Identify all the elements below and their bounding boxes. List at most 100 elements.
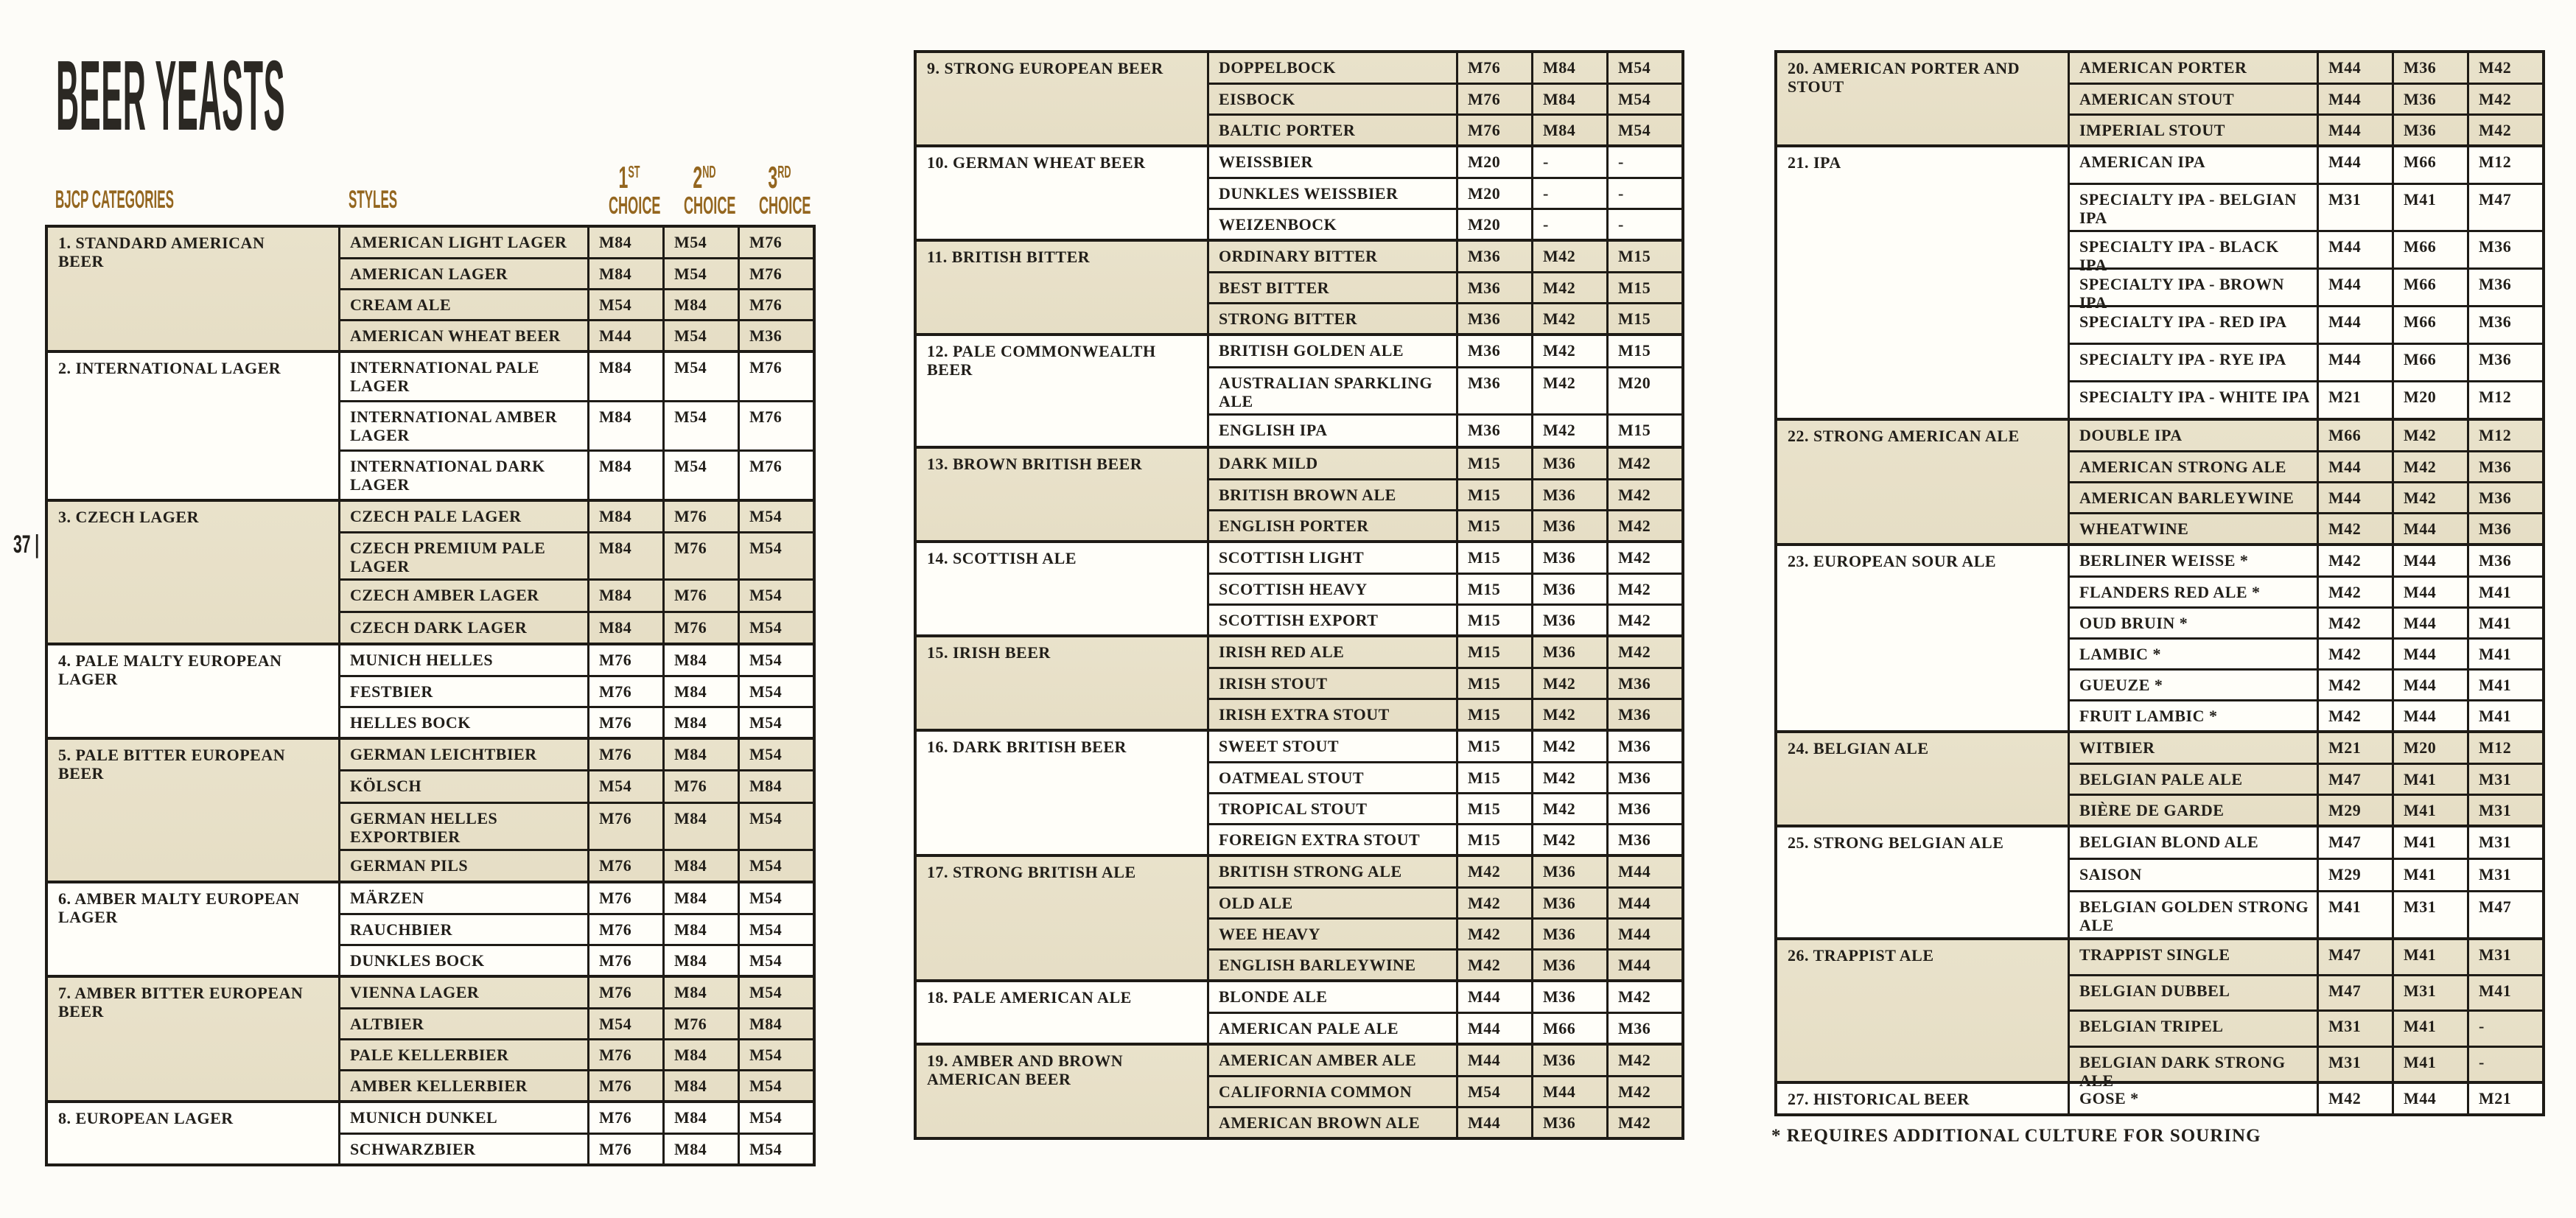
choice-1-yeast-code: M76 [587,1135,662,1163]
choice-3-yeast-code: M31 [2467,940,2542,974]
table-row: KÖLSCH M54 M76 M84 [340,769,813,802]
style-rows: BRITISH STRONG ALE M42 M36 M44 OLD ALE M42 M36… [1207,857,1681,979]
third-choice-ordinal: 3RD [768,160,791,195]
choice-2-yeast-code: M41 [2392,827,2467,858]
category-block: 13. BROWN BRITISH BEER DARK MILD M15 M36 M42… [917,446,1681,540]
choice-2-yeast-code: M42 [1531,368,1606,413]
choice-2-yeast-code: M36 [1531,480,1606,509]
style-name: SPECIALTY IPA - RED IPA [2079,312,2287,331]
category-block: 24. BELGIAN ALE WITBIER M21 M20 M12 BELGIAN P… [1777,730,2542,825]
choice-3-yeast-code: M44 [1606,920,1681,948]
choice-2-yeast-code: - [1531,210,1606,239]
choice-1-yeast-code: M76 [1456,116,1531,144]
style-name: BELGIAN PALE ALE [2079,770,2243,788]
style-name: AMERICAN STRONG ALE [2079,458,2286,476]
style-rows: IRISH RED ALE M15 M36 M42 IRISH STOUT M15 M42 M… [1207,637,1681,729]
table-row: SAISON M29 M41 M31 [2070,858,2542,890]
table-row: ENGLISH BARLEYWINE M42 M36 M44 [1209,948,1681,979]
style-rows: VIENNA LAGER M76 M84 M54 ALTBIER M54 M76 M84 PAL… [338,978,813,1100]
bjcp-category-name: 26. TRAPPIST ALE [1788,946,1934,965]
style-name: TROPICAL STOUT [1219,799,1368,818]
choice-2-yeast-code: M76 [662,612,738,643]
choice-3-yeast-code: M36 [1606,1014,1681,1043]
choice-3-yeast-code: M12 [2467,421,2542,450]
table-row: STRONG BITTER M36 M42 M15 [1209,302,1681,333]
bjcp-category-name: 12. PALE COMMONWEALTH BEER [927,342,1156,379]
choice-2-yeast-code: M36 [2392,53,2467,83]
choice-1-yeast-code: M84 [587,353,662,400]
style-name: BRITISH STRONG ALE [1219,862,1402,881]
choice-2-yeast-code: M84 [662,1040,738,1069]
style-name: AMERICAN WHEAT BEER [350,326,561,345]
page-number: 37 | [13,531,40,559]
table-row: SCHWARZBIER M76 M84 M54 [340,1133,813,1163]
table-row: IMPERIAL STOUT M44 M36 M42 [2070,113,2542,144]
choice-2-yeast-code: M41 [2392,185,2467,230]
style-rows: GOSE * M42 M44 M21 [2068,1084,2542,1113]
table-row: AMERICAN LAGER M84 M54 M76 [340,257,813,288]
category-block: 11. BRITISH BITTER ORDINARY BITTER M36 M42 M… [917,239,1681,333]
choice-2-yeast-code: M84 [662,850,738,881]
table-row: AMERICAN PALE ALE M44 M66 M36 [1209,1012,1681,1043]
table-row: PALE KELLERBIER M76 M84 M54 [340,1038,813,1069]
choice-3-yeast-code: M31 [2467,860,2542,890]
choice-3-yeast-code: M54 [738,533,813,579]
style-rows: BELGIAN BLOND ALE M47 M41 M31 SAISON M29 M41 M3… [2068,827,2542,937]
style-name: BELGIAN DUBBEL [2079,981,2230,1000]
choice-1-yeast-code: M84 [587,259,662,288]
choice-3-yeast-code: M31 [2467,765,2542,794]
choice-3-yeast-code: M54 [738,645,813,675]
style-name: CZECH PALE LAGER [350,507,522,525]
choice-1-yeast-code: M42 [2317,578,2392,606]
table-row: OUD BRUIN * M42 M44 M41 [2070,606,2542,637]
choice-3-yeast-code: M54 [738,677,813,706]
style-name: BLONDE ALE [1219,987,1328,1006]
bjcp-category-name: 17. STRONG BRITISH ALE [927,863,1136,881]
style-name: VIENNA LAGER [350,983,480,1001]
choice-2-yeast-code: M36 [1531,637,1606,667]
table-row: DOUBLE IPA M66 M42 M12 [2070,421,2542,450]
table-row: BELGIAN DARK STRONG ALE M31 M41- [2070,1045,2542,1089]
bjcp-category-name: 16. DARK BRITISH BEER [927,738,1127,756]
table-row: BRITISH BROWN ALE M15 M36 M42 [1209,478,1681,509]
choice-3-yeast-code: M54 [738,803,813,849]
choice-3-yeast-code: M42 [1606,1108,1681,1137]
table-row: BELGIAN BLOND ALE M47 M41 M31 [2070,827,2542,858]
choice-2-yeast-code: M42 [1531,304,1606,333]
choice-1-yeast-code: M44 [1456,1046,1531,1075]
style-name: WEIZENBOCK [1219,215,1337,234]
choice-3-yeast-code: M47 [2467,892,2542,937]
table-row: AMERICAN WHEAT BEER M44 M54 M36 [340,319,813,350]
choice-1-yeast-code: M76 [587,740,662,770]
choice-2-yeast-code: M44 [2392,640,2467,668]
style-name: SAISON [2079,865,2142,883]
choice-1-yeast-code: M76 [587,915,662,944]
choice-3-yeast-code: M41 [2467,640,2542,668]
style-rows: DARK MILD M15 M36 M42 BRITISH BROWN ALE M15 M3… [1207,449,1681,540]
style-name: CZECH AMBER LAGER [350,586,539,605]
choice-3-yeast-code: M41 [2467,701,2542,730]
style-name: RAUCHBIER [350,920,452,939]
choice-2-yeast-code: M36 [2392,85,2467,113]
style-name: MUNICH DUNKEL [350,1108,498,1127]
choice-2-yeast-code: M42 [1531,416,1606,446]
choice-1-yeast-code: M15 [1456,732,1531,761]
table-row: CZECH AMBER LAGER M84 M76 M54 [340,578,813,611]
table-row: FLANDERS RED ALE * M42 M44 M41 [2070,575,2542,606]
choice-3-yeast-code: M54 [738,1040,813,1069]
table-row: BELGIAN DUBBEL M47 M31 M41 [2070,973,2542,1009]
table-row: BELGIAN TRIPEL M31 M41- [2070,1009,2542,1046]
style-rows: WEISSBIER M20- - DUNKLES WEISSBIER M20- - WEIZ… [1207,147,1681,239]
style-name: SPECIALTY IPA - RYE IPA [2079,350,2286,368]
choice-3-yeast-code: M47 [2467,185,2542,230]
choice-3-yeast-code: M20 [1606,368,1681,413]
choice-3-yeast-code: M15 [1606,304,1681,333]
table-row: BALTIC PORTER M76 M84 M54 [1209,113,1681,144]
bjcp-category-name: 27. HISTORICAL BEER [1788,1090,1970,1108]
choice-1-yeast-code: M36 [1456,336,1531,366]
style-name: INTERNATIONAL DARK LAGER [350,457,545,494]
table-row: AMERICAN STRONG ALE M44 M42 M36 [2070,450,2542,481]
choice-3-yeast-code: M42 [1606,480,1681,509]
table-row: CREAM ALE M54 M84 M76 [340,288,813,319]
yeast-table-right: 20. AMERICAN PORTER AND STOUT AMERICAN PO… [1774,50,2545,1116]
